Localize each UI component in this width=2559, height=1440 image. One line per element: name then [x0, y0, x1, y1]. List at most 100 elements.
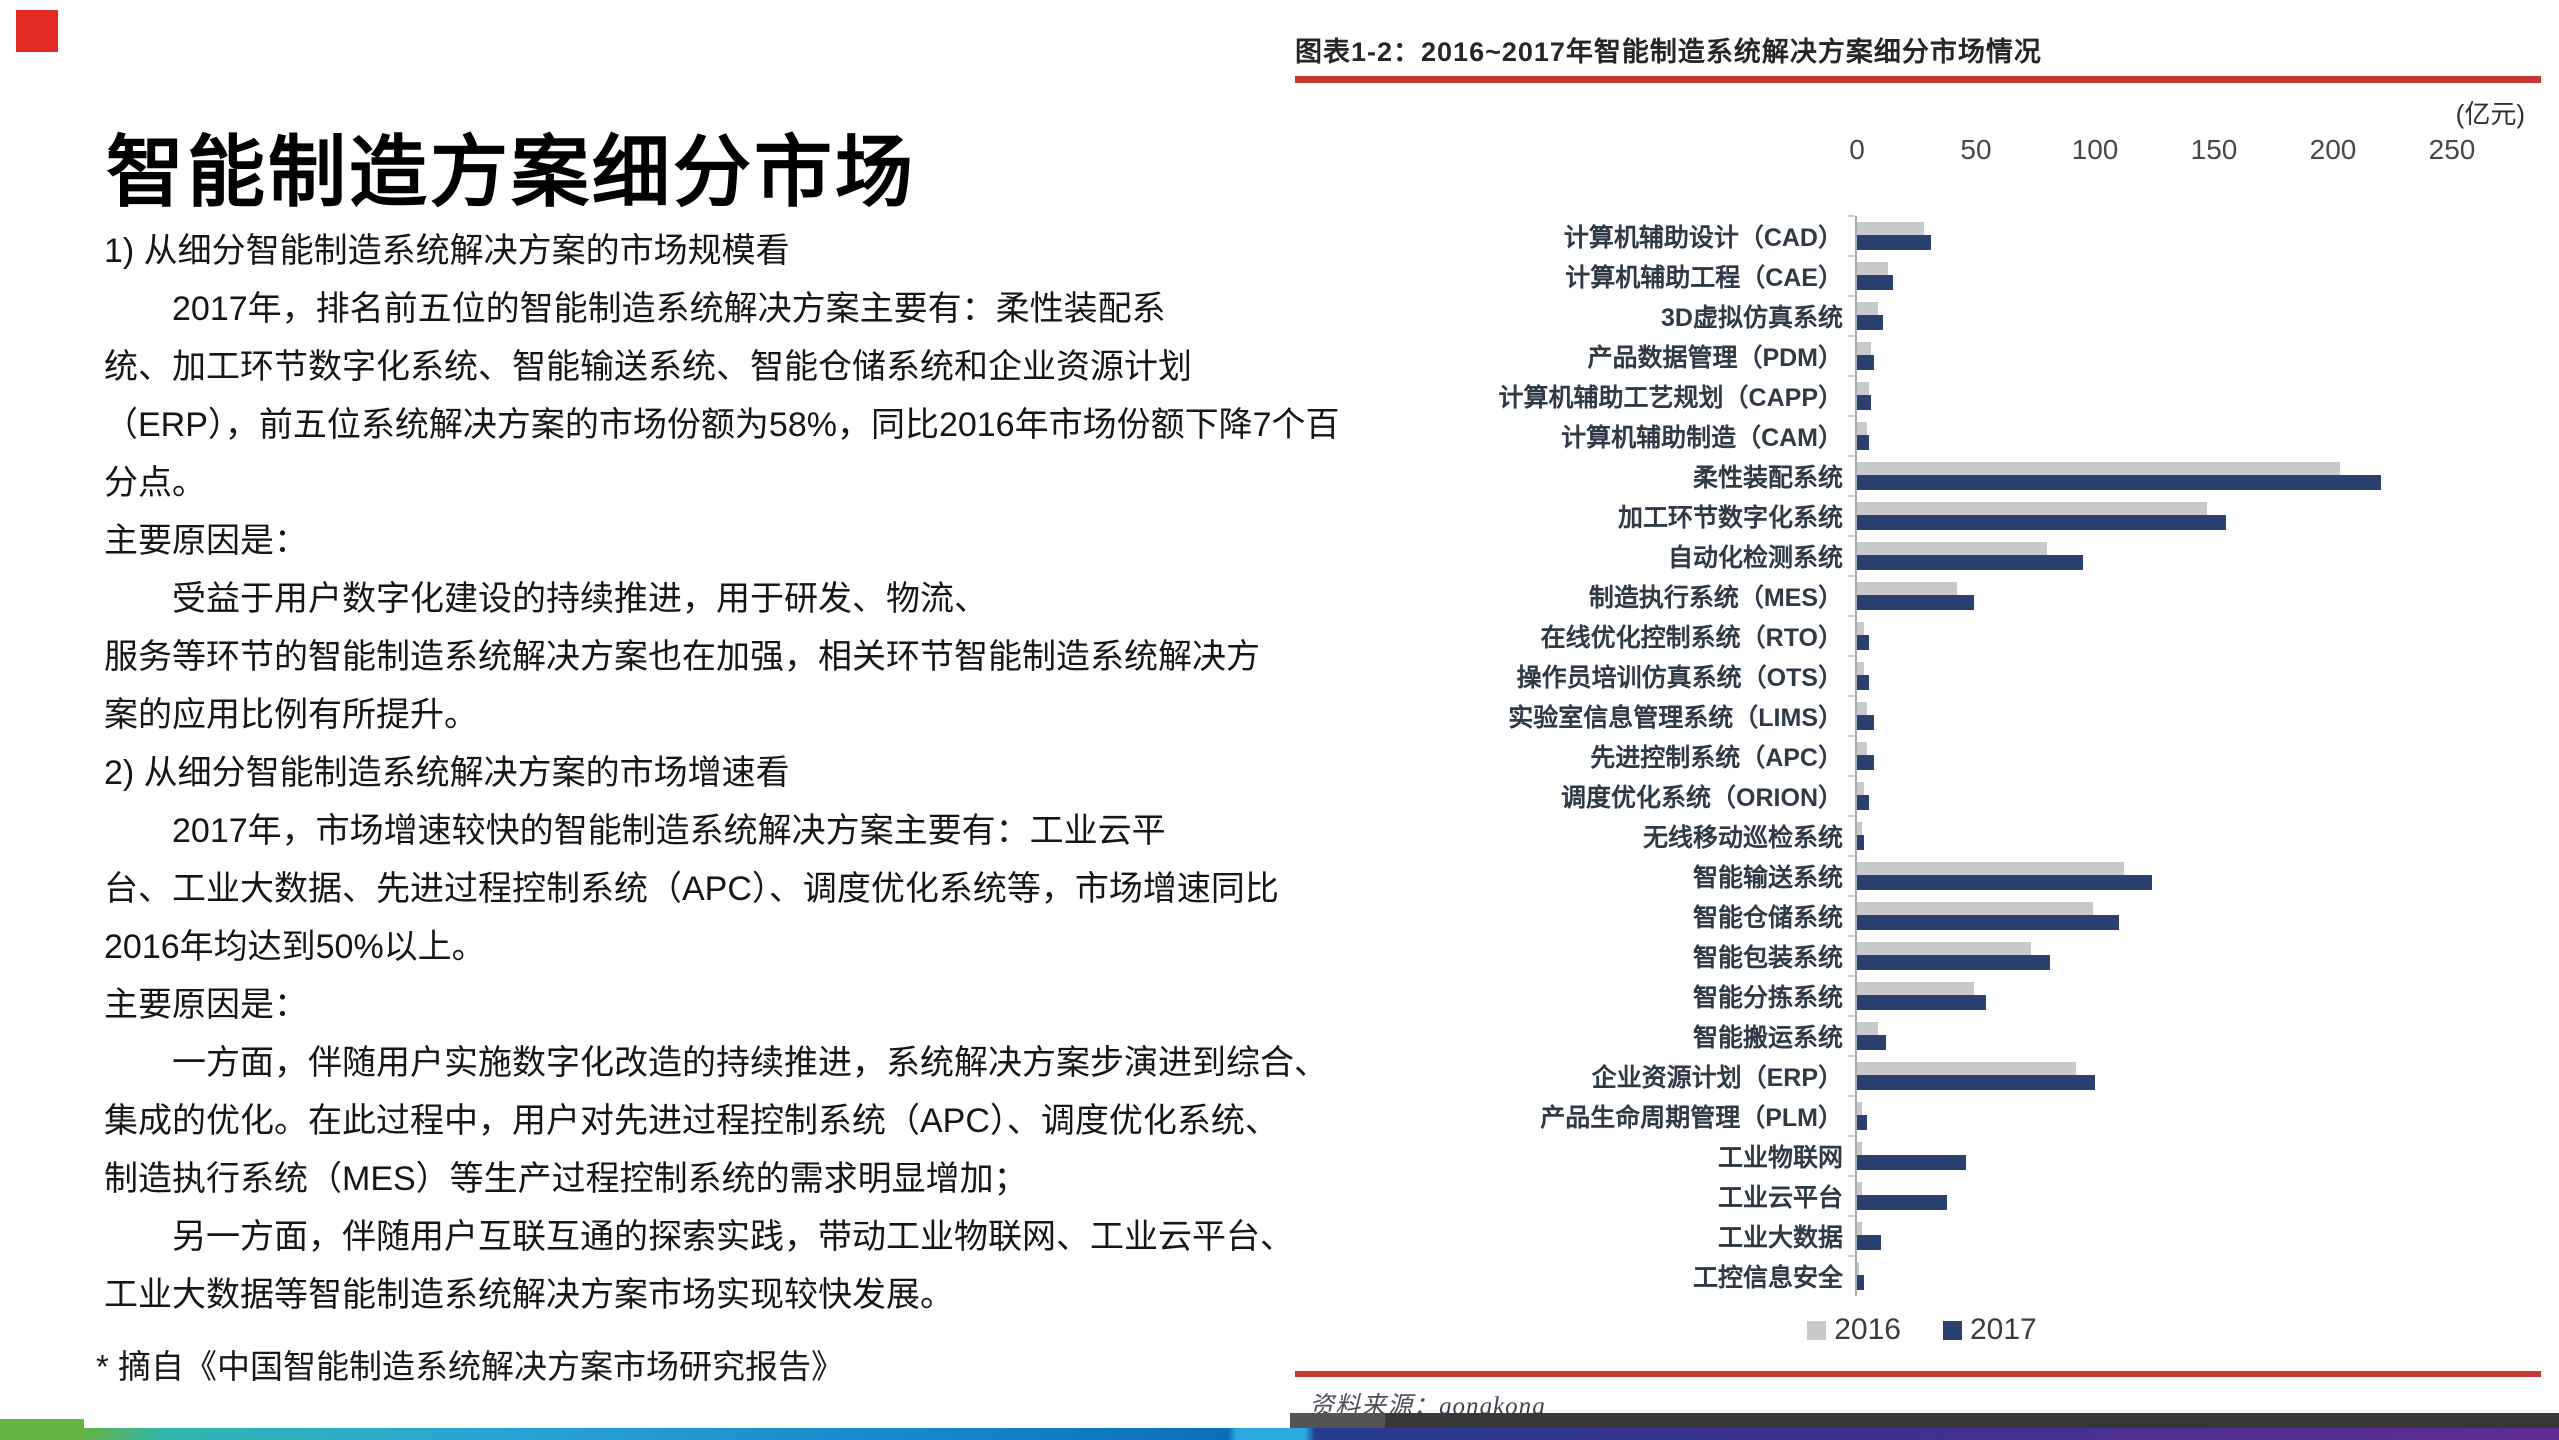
bar-group	[1848, 615, 2549, 656]
chart-row: 智能搬运系统	[1295, 1015, 2549, 1056]
bar-group	[1848, 735, 2549, 776]
body-text-line: 2016年均达到50%以上。	[104, 928, 486, 966]
body-text-line: 制造执行系统（MES）等生产过程控制系统的需求明显增加；	[104, 1160, 1028, 1198]
footer-gradient-strip	[0, 1428, 2559, 1440]
bar-2016	[1857, 1222, 1862, 1235]
legend-swatch	[1807, 1320, 1827, 1340]
category-label: 工业物联网	[1717, 1144, 1843, 1172]
chart-row: 企业资源计划（ERP）	[1295, 1055, 2549, 1096]
chart-row: 计算机辅助制造（CAM）	[1295, 415, 2549, 456]
category-label: 无线移动巡检系统	[1642, 824, 1843, 852]
chart-row: 调度优化系统（ORION）	[1295, 775, 2549, 816]
bar-2017	[1857, 1195, 1948, 1210]
bar-2017	[1857, 835, 1865, 850]
bar-group	[1848, 1055, 2549, 1096]
body-text-line: 一方面，伴随用户实施数字化改造的持续推进，系统解决方案步演进到综合、	[104, 1044, 1328, 1082]
category-label: 工业大数据	[1717, 1224, 1843, 1252]
body-text-line: 分点。	[104, 464, 206, 502]
body-text-line: 服务等环节的智能制造系统解决方案也在加强，相关环节智能制造系统解决方	[104, 638, 1260, 676]
bar-2017	[1857, 395, 1872, 410]
category-label: 制造执行系统（MES）	[1588, 584, 1843, 612]
x-axis-tick-label: 150	[2190, 134, 2238, 165]
bar-group	[1848, 1135, 2549, 1176]
category-label: 智能分拣系统	[1692, 984, 1843, 1012]
x-axis-tick-label: 0	[1849, 134, 1865, 165]
bar-group	[1848, 495, 2549, 536]
chart-plot-area: 计算机辅助设计（CAD） 计算机辅助工程（CAE） 3D虚拟仿真系统	[1295, 215, 2549, 1296]
bar-2016	[1857, 422, 1867, 435]
chart-row: 3D虚拟仿真系统	[1295, 295, 2549, 336]
bar-group	[1848, 975, 2549, 1016]
bar-2016	[1857, 622, 1865, 635]
body-text-line: 2017年，排名前五位的智能制造系统解决方案主要有：柔性装配系	[104, 290, 1166, 328]
chart-row: 计算机辅助工程（CAE）	[1295, 255, 2549, 296]
bar-2016	[1857, 702, 1867, 715]
bar-2016	[1857, 1102, 1862, 1115]
chart-bottom-rule	[1295, 1371, 2541, 1377]
bar-2016	[1857, 982, 1974, 995]
bar-group	[1848, 935, 2549, 976]
bar-group	[1848, 1255, 2549, 1296]
body-text-line: 工业大数据等智能制造系统解决方案市场实现较快发展。	[104, 1276, 954, 1314]
legend-item: 2016	[1807, 1313, 1901, 1347]
category-label: 工业云平台	[1717, 1184, 1843, 1212]
chart-row: 产品数据管理（PDM）	[1295, 335, 2549, 376]
bar-group	[1848, 295, 2549, 336]
bar-group	[1848, 575, 2549, 616]
category-label: 计算机辅助设计（CAD）	[1563, 224, 1843, 252]
bar-group	[1848, 215, 2549, 256]
bar-2017	[1857, 955, 2050, 970]
body-text-line: 受益于用户数字化建设的持续推进，用于研发、物流、	[104, 580, 988, 618]
bar-2016	[1857, 822, 1862, 835]
chart-row: 工业云平台	[1295, 1175, 2549, 1216]
bar-2017	[1857, 1035, 1886, 1050]
bar-2016	[1857, 342, 1872, 355]
bar-2016	[1857, 662, 1865, 675]
chart-row: 在线优化控制系统（RTO）	[1295, 615, 2549, 656]
legend-label: 2016	[1834, 1313, 1901, 1346]
bar-2016	[1857, 1142, 1862, 1155]
bar-2017	[1857, 435, 1869, 450]
chart-row: 自动化检测系统	[1295, 535, 2549, 576]
bar-2017	[1857, 595, 1974, 610]
chart-row: 工业物联网	[1295, 1135, 2549, 1176]
bar-2017	[1857, 795, 1869, 810]
category-label: 企业资源计划（ERP）	[1591, 1064, 1843, 1092]
chart-row: 产品生命周期管理（PLM）	[1295, 1095, 2549, 1136]
x-axis-tick-label: 200	[2309, 134, 2357, 165]
body-text-line: 集成的优化。在此过程中，用户对先进过程控制系统（APC）、调度优化系统、	[104, 1102, 1279, 1140]
category-label: 智能包装系统	[1692, 944, 1843, 972]
category-label: 3D虚拟仿真系统	[1661, 304, 1843, 332]
chart-row: 计算机辅助设计（CAD）	[1295, 215, 2549, 256]
category-label: 先进控制系统（APC）	[1590, 744, 1843, 772]
body-text-line: 2017年，市场增速较快的智能制造系统解决方案主要有：工业云平	[104, 812, 1166, 850]
bar-2017	[1857, 755, 1874, 770]
chart-top-rule	[1295, 76, 2541, 83]
bar-2016	[1857, 542, 2048, 555]
category-label: 操作员培训仿真系统（OTS）	[1516, 664, 1843, 692]
x-axis-tick-label: 100	[2071, 134, 2119, 165]
category-label: 计算机辅助工程（CAE）	[1565, 264, 1843, 292]
bar-2016	[1857, 382, 1869, 395]
footer-green-block	[0, 1419, 84, 1440]
bar-group	[1848, 535, 2549, 576]
chart-row: 实验室信息管理系统（LIMS）	[1295, 695, 2549, 736]
bar-group	[1848, 375, 2549, 416]
chart-row: 工业大数据	[1295, 1215, 2549, 1256]
bar-2016	[1857, 742, 1867, 755]
category-label: 产品生命周期管理（PLM）	[1540, 1104, 1843, 1132]
legend-item: 2017	[1943, 1313, 2037, 1347]
chart-row: 计算机辅助工艺规划（CAPP）	[1295, 375, 2549, 416]
bar-2016	[1857, 1262, 1860, 1275]
bar-2016	[1857, 1022, 1879, 1035]
bar-2017	[1857, 1155, 1967, 1170]
bar-2017	[1857, 275, 1893, 290]
bar-2017	[1857, 555, 2084, 570]
bar-2016	[1857, 462, 2341, 475]
red-accent-square	[16, 10, 58, 52]
x-axis: 0 50 100 150 200 250	[1849, 134, 2549, 168]
chart-row: 先进控制系统（APC）	[1295, 735, 2549, 776]
category-label: 产品数据管理（PDM）	[1587, 344, 1843, 372]
chart-row: 操作员培训仿真系统（OTS）	[1295, 655, 2549, 696]
